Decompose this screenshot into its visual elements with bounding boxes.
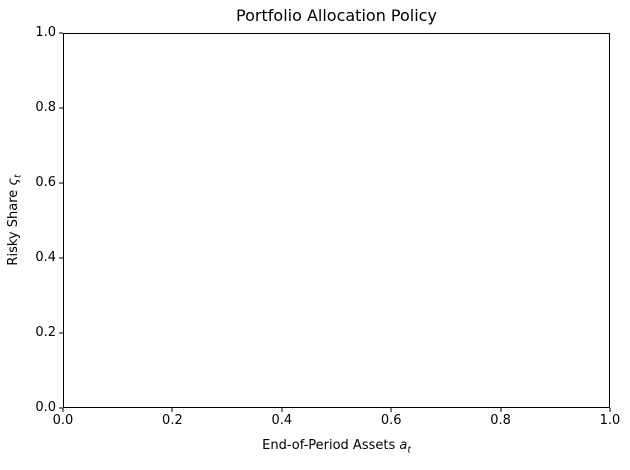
y-tick-label: 0.2 (35, 325, 56, 340)
x-tick (390, 408, 392, 412)
x-tick (500, 408, 502, 412)
y-axis-label-subscript: t (13, 174, 24, 178)
plot-area: 0.0 0.2 0.4 0.6 0.8 1.0 1.0 0.8 0.6 0.4 … (35, 26, 620, 428)
x-tick (171, 408, 173, 412)
y-axis-label-symbol: ς (6, 177, 21, 186)
x-axis-label-symbol: a (399, 438, 408, 453)
x-axis-label-text: End-of-Period Assets (262, 438, 396, 453)
axes-frame (63, 33, 610, 408)
y-tick (59, 332, 63, 334)
y-tick (59, 182, 63, 184)
y-tick (59, 257, 63, 259)
x-axis-label: End-of-Period Assets at (63, 438, 610, 456)
x-tick-label: 0.4 (271, 413, 293, 428)
x-tick (609, 408, 611, 412)
y-axis-label: Risky Share ςt (6, 174, 24, 266)
x-tick-label: 0.8 (490, 413, 511, 428)
x-tick (281, 408, 283, 412)
x-tick (62, 408, 64, 412)
x-tick-label: 1.0 (599, 413, 621, 428)
y-tick (59, 107, 63, 109)
x-tick-label: 0.0 (52, 413, 74, 428)
y-tick-label: 1.0 (35, 25, 56, 40)
y-tick (59, 32, 63, 34)
y-tick (59, 407, 63, 409)
x-tick-label: 0.6 (380, 413, 402, 428)
x-axis-label-subscript: t (407, 445, 411, 456)
x-tick-label: 0.2 (162, 413, 183, 428)
y-axis-label-text: Risky Share (6, 189, 21, 266)
y-tick-label: 0.6 (35, 175, 56, 190)
y-tick-label: 0.0 (35, 400, 56, 415)
y-tick-label: 0.4 (35, 250, 56, 265)
y-tick-label: 0.8 (35, 100, 56, 115)
chart-title: Portfolio Allocation Policy (236, 6, 437, 25)
